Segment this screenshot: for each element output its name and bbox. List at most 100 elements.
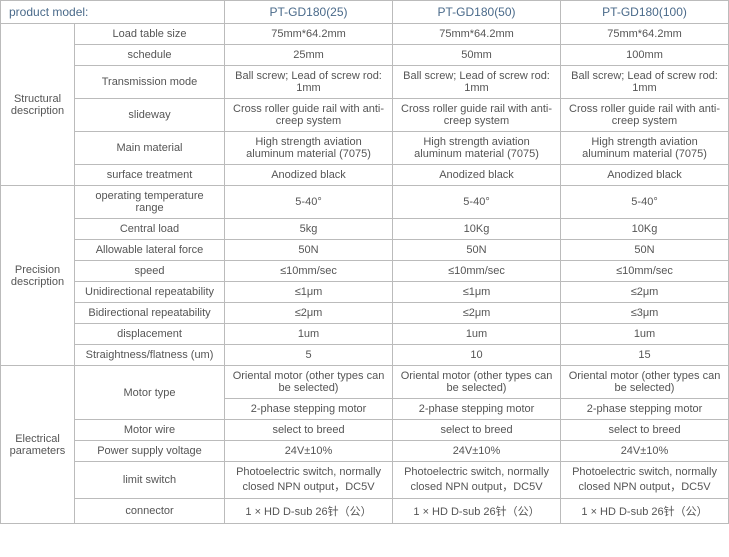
table-row: Precision descriptionoperating temperatu…: [1, 186, 729, 219]
row-label: Load table size: [75, 24, 225, 45]
row-label: schedule: [75, 45, 225, 66]
row-label: connector: [75, 499, 225, 524]
table-row: Structural descriptionLoad table size75m…: [1, 24, 729, 45]
header-model-1: PT-GD180(50): [393, 1, 561, 24]
cell-value: 75mm*64.2mm: [225, 24, 393, 45]
row-label: speed: [75, 261, 225, 282]
table-row: Electrical parametersMotor typeOriental …: [1, 366, 729, 399]
cell-value: ≤10mm/sec: [393, 261, 561, 282]
cell-value: 1 × HD D-sub 26针（公）: [561, 499, 729, 524]
cell-value: Photoelectric switch, normally closed NP…: [393, 462, 561, 499]
spec-table: product model: PT-GD180(25) PT-GD180(50)…: [0, 0, 729, 524]
cell-value: Ball screw; Lead of screw rod: 1mm: [225, 66, 393, 99]
cell-value: 5-40°: [561, 186, 729, 219]
cell-value: 10Kg: [561, 219, 729, 240]
cell-value: 50N: [561, 240, 729, 261]
cell-value: 10Kg: [393, 219, 561, 240]
cell-value: Photoelectric switch, normally closed NP…: [561, 462, 729, 499]
cell-value: 5: [225, 345, 393, 366]
cell-value: 1um: [561, 324, 729, 345]
cell-value: 2-phase stepping motor: [561, 399, 729, 420]
cell-value: Cross roller guide rail with anti-creep …: [561, 99, 729, 132]
cell-value: 50mm: [393, 45, 561, 66]
cell-value: 25mm: [225, 45, 393, 66]
section-label: Precision description: [1, 186, 75, 366]
table-row: Main materialHigh strength aviation alum…: [1, 132, 729, 165]
cell-value: Anodized black: [393, 165, 561, 186]
row-label: Bidirectional repeatability: [75, 303, 225, 324]
section-label: Structural description: [1, 24, 75, 186]
table-row: Motor wireselect to breedselect to breed…: [1, 420, 729, 441]
section-label: Electrical parameters: [1, 366, 75, 524]
table-row: Bidirectional repeatability≤2μm≤2μm≤3μm: [1, 303, 729, 324]
row-label: Power supply voltage: [75, 441, 225, 462]
cell-value: 50N: [225, 240, 393, 261]
cell-value: select to breed: [225, 420, 393, 441]
cell-value: select to breed: [393, 420, 561, 441]
cell-value: 2-phase stepping motor: [225, 399, 393, 420]
row-label: limit switch: [75, 462, 225, 499]
table-body: Structural descriptionLoad table size75m…: [1, 24, 729, 524]
table-row: Transmission modeBall screw; Lead of scr…: [1, 66, 729, 99]
cell-value: Anodized black: [561, 165, 729, 186]
header-corner: product model:: [1, 1, 225, 24]
cell-value: 50N: [393, 240, 561, 261]
cell-value: Cross roller guide rail with anti-creep …: [393, 99, 561, 132]
row-label: slideway: [75, 99, 225, 132]
row-label: Motor wire: [75, 420, 225, 441]
header-model-0: PT-GD180(25): [225, 1, 393, 24]
row-label: Straightness/flatness (um): [75, 345, 225, 366]
table-row: Allowable lateral force50N50N50N: [1, 240, 729, 261]
cell-value: ≤2μm: [225, 303, 393, 324]
cell-value: Anodized black: [225, 165, 393, 186]
cell-value: 10: [393, 345, 561, 366]
cell-value: Cross roller guide rail with anti-creep …: [225, 99, 393, 132]
row-label: Transmission mode: [75, 66, 225, 99]
cell-value: ≤10mm/sec: [561, 261, 729, 282]
cell-value: select to breed: [561, 420, 729, 441]
row-label: Main material: [75, 132, 225, 165]
cell-value: ≤2μm: [561, 282, 729, 303]
row-label: Unidirectional repeatability: [75, 282, 225, 303]
cell-value: Oriental motor (other types can be selec…: [561, 366, 729, 399]
table-row: Central load5kg10Kg10Kg: [1, 219, 729, 240]
cell-value: 1um: [225, 324, 393, 345]
header-row: product model: PT-GD180(25) PT-GD180(50)…: [1, 1, 729, 24]
cell-value: 5kg: [225, 219, 393, 240]
row-label: Motor type: [75, 366, 225, 420]
cell-value: 75mm*64.2mm: [561, 24, 729, 45]
header-model-2: PT-GD180(100): [561, 1, 729, 24]
cell-value: Oriental motor (other types can be selec…: [225, 366, 393, 399]
cell-value: 24V±10%: [561, 441, 729, 462]
cell-value: 1 × HD D-sub 26针（公）: [225, 499, 393, 524]
cell-value: ≤10mm/sec: [225, 261, 393, 282]
table-row: connector1 × HD D-sub 26针（公）1 × HD D-sub…: [1, 499, 729, 524]
cell-value: 75mm*64.2mm: [393, 24, 561, 45]
cell-value: 5-40°: [393, 186, 561, 219]
cell-value: ≤2μm: [393, 303, 561, 324]
cell-value: ≤1μm: [225, 282, 393, 303]
row-label: displacement: [75, 324, 225, 345]
cell-value: 24V±10%: [393, 441, 561, 462]
cell-value: 15: [561, 345, 729, 366]
table-row: speed≤10mm/sec≤10mm/sec≤10mm/sec: [1, 261, 729, 282]
cell-value: Oriental motor (other types can be selec…: [393, 366, 561, 399]
cell-value: 2-phase stepping motor: [393, 399, 561, 420]
cell-value: 1um: [393, 324, 561, 345]
cell-value: High strength aviation aluminum material…: [225, 132, 393, 165]
table-row: surface treatmentAnodized blackAnodized …: [1, 165, 729, 186]
cell-value: 5-40°: [225, 186, 393, 219]
cell-value: ≤3μm: [561, 303, 729, 324]
table-row: schedule25mm50mm100mm: [1, 45, 729, 66]
row-label: Allowable lateral force: [75, 240, 225, 261]
cell-value: High strength aviation aluminum material…: [561, 132, 729, 165]
cell-value: Photoelectric switch, normally closed NP…: [225, 462, 393, 499]
table-row: limit switchPhotoelectric switch, normal…: [1, 462, 729, 499]
row-label: surface treatment: [75, 165, 225, 186]
table-row: Unidirectional repeatability≤1μm≤1μm≤2μm: [1, 282, 729, 303]
cell-value: High strength aviation aluminum material…: [393, 132, 561, 165]
table-row: slidewayCross roller guide rail with ant…: [1, 99, 729, 132]
cell-value: 24V±10%: [225, 441, 393, 462]
cell-value: ≤1μm: [393, 282, 561, 303]
row-label: operating temperature range: [75, 186, 225, 219]
